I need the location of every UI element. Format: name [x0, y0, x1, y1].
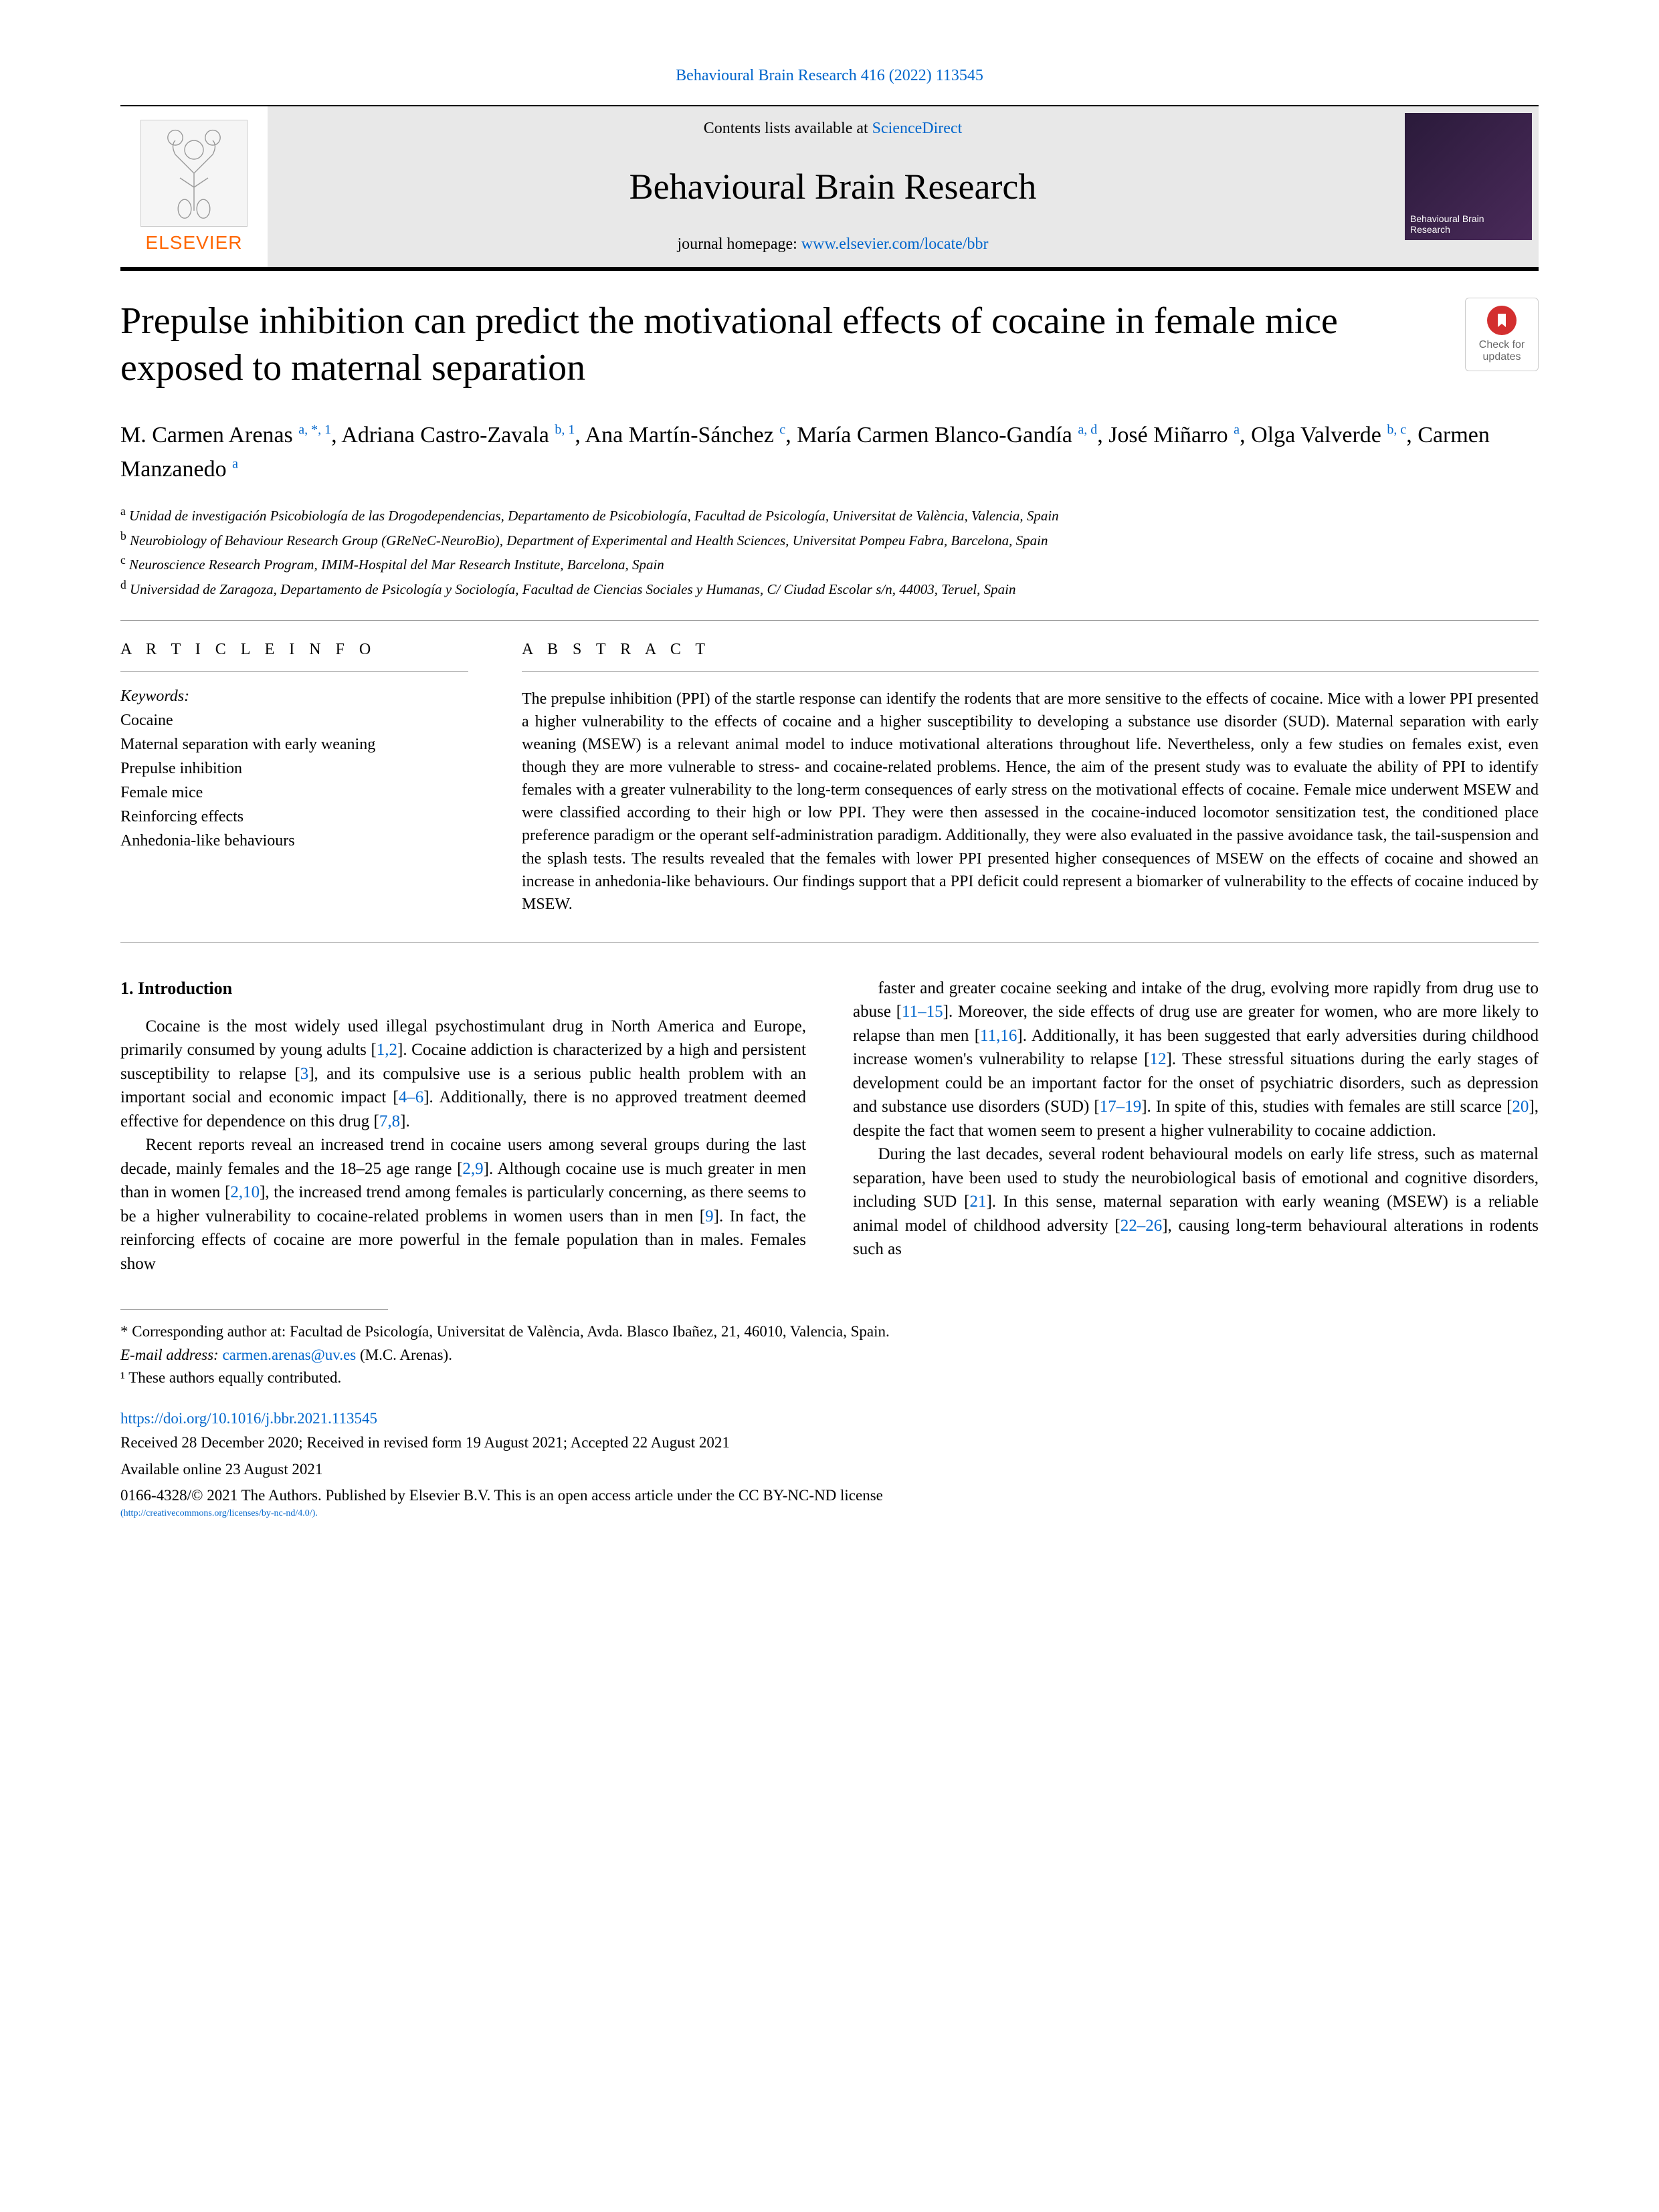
email-suffix: (M.C. Arenas). [356, 1346, 452, 1363]
abstract-text: The prepulse inhibition (PPI) of the sta… [522, 688, 1539, 916]
journal-name: Behavioural Brain Research [288, 166, 1378, 207]
bookmark-icon [1487, 306, 1517, 335]
email-link[interactable]: carmen.arenas@uv.es [222, 1346, 356, 1363]
footnotes: * Corresponding author at: Facultad de P… [120, 1320, 1539, 1390]
affiliations: a Unidad de investigación Psicobiología … [120, 502, 1539, 600]
license-line: 0166-4328/© 2021 The Authors. Published … [120, 1484, 1539, 1508]
journal-header: ELSEVIER Contents lists available at Sci… [120, 105, 1539, 271]
license-url[interactable]: (http://creativecommons.org/licenses/by-… [120, 1508, 318, 1518]
intro-para-2: Recent reports reveal an increased trend… [120, 1133, 806, 1276]
journal-mid-block: Contents lists available at ScienceDirec… [268, 106, 1398, 267]
sciencedirect-link[interactable]: ScienceDirect [872, 120, 963, 137]
journal-cover: Behavioural Brain Research [1398, 106, 1539, 267]
article-title: Prepulse inhibition can predict the moti… [120, 298, 1445, 391]
license-text: 0166-4328/© 2021 The Authors. Published … [120, 1487, 883, 1504]
abstract-heading: A B S T R A C T [522, 641, 1539, 672]
keywords-list: CocaineMaternal separation with early we… [120, 708, 468, 853]
elsevier-tree-icon [140, 120, 248, 227]
citation-link[interactable]: Behavioural Brain Research 416 (2022) 11… [676, 67, 983, 84]
contents-line: Contents lists available at ScienceDirec… [288, 120, 1378, 138]
abstract-col: A B S T R A C T The prepulse inhibition … [522, 641, 1539, 916]
publisher-logo: ELSEVIER [120, 106, 268, 267]
article-info-col: A R T I C L E I N F O Keywords: CocaineM… [120, 641, 468, 916]
email-line: E-mail address: carmen.arenas@uv.es (M.C… [120, 1344, 1539, 1367]
cover-caption: Behavioural Brain Research [1410, 213, 1527, 235]
contents-prefix: Contents lists available at [704, 120, 872, 137]
intro-heading: 1. Introduction [120, 977, 806, 1001]
equal-contribution-note: ¹ These authors equally contributed. [120, 1367, 1539, 1390]
authors-line: M. Carmen Arenas a, *, 1, Adriana Castro… [120, 418, 1539, 486]
intro-para-1: Cocaine is the most widely used illegal … [120, 1015, 806, 1134]
article-history: Received 28 December 2020; Received in r… [120, 1431, 1539, 1455]
check-updates-badge[interactable]: Check for updates [1465, 298, 1539, 371]
homepage-link[interactable]: www.elsevier.com/locate/bbr [801, 235, 989, 253]
email-label: E-mail address: [120, 1346, 222, 1363]
footer-separator [120, 1309, 388, 1310]
doi-link[interactable]: https://doi.org/10.1016/j.bbr.2021.11354… [120, 1410, 377, 1427]
intro-para-3: faster and greater cocaine seeking and i… [853, 977, 1539, 1143]
corresponding-author-note: * Corresponding author at: Facultad de P… [120, 1320, 1539, 1344]
available-online: Available online 23 August 2021 [120, 1458, 1539, 1482]
citation-top: Behavioural Brain Research 416 (2022) 11… [120, 67, 1539, 85]
updates-line1: Check for [1479, 339, 1525, 351]
updates-line2: updates [1483, 351, 1521, 363]
article-info-heading: A R T I C L E I N F O [120, 641, 468, 672]
homepage-prefix: journal homepage: [678, 235, 801, 253]
body-columns: 1. Introduction Cocaine is the most wide… [120, 977, 1539, 1276]
elsevier-wordmark: ELSEVIER [146, 232, 243, 254]
intro-para-4: During the last decades, several rodent … [853, 1142, 1539, 1262]
homepage-line: journal homepage: www.elsevier.com/locat… [288, 235, 1378, 254]
keywords-label: Keywords: [120, 688, 468, 706]
cover-image: Behavioural Brain Research [1405, 113, 1532, 240]
